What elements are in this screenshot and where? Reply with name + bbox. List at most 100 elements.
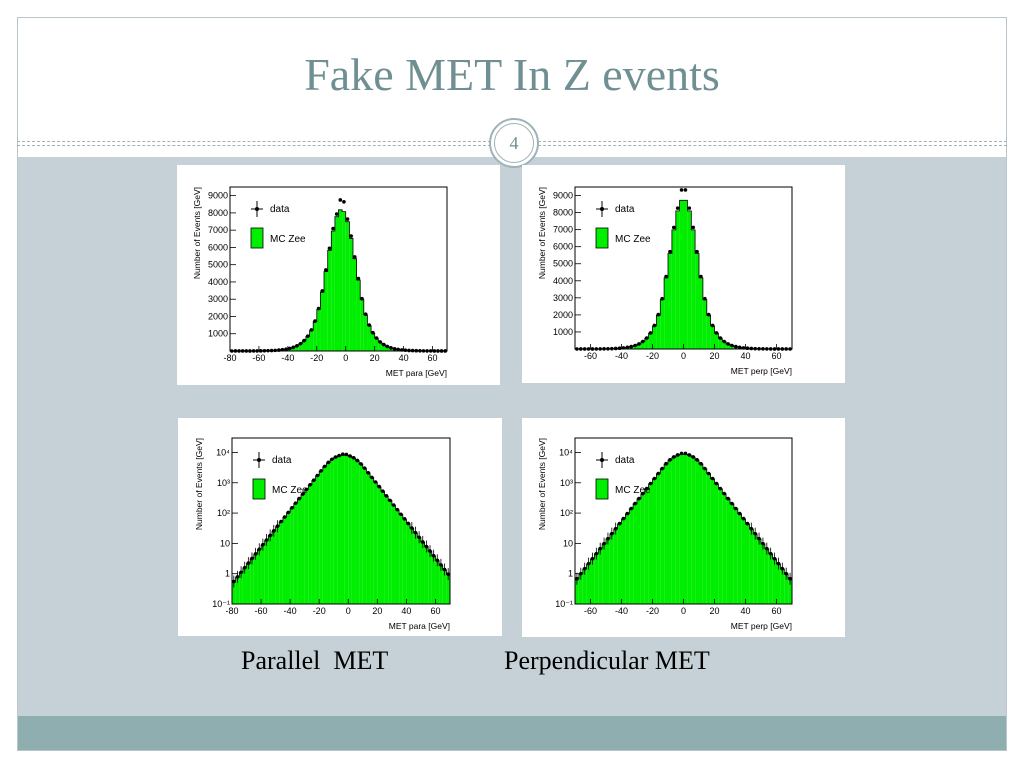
x-tick-label: -60 <box>252 353 265 363</box>
data-point <box>668 249 672 254</box>
data-point <box>293 501 298 505</box>
mc-bar <box>324 271 328 351</box>
mc-bar <box>722 493 727 604</box>
x-tick-label: 20 <box>709 351 719 361</box>
mc-bar <box>679 200 684 349</box>
data-point <box>757 536 761 541</box>
data-point <box>660 466 664 471</box>
data-point <box>668 458 672 462</box>
data-point <box>396 347 400 352</box>
mc-bar <box>351 458 356 604</box>
mc-bar <box>730 503 734 604</box>
data-point <box>710 476 715 481</box>
data-point <box>420 540 425 544</box>
mc-bar <box>298 343 303 351</box>
mc-bar <box>406 523 411 604</box>
mc-bar <box>316 309 321 351</box>
content-area <box>18 157 1006 716</box>
mc-bar <box>424 546 429 604</box>
data-point <box>322 464 327 469</box>
data-point <box>672 225 676 230</box>
mc-bar <box>629 508 634 604</box>
data-point <box>362 466 367 470</box>
data-point <box>295 344 299 348</box>
mc-bar <box>319 471 323 604</box>
chart-panel-para-linear: -80 -60 -40 -20 0 20 40 60 1000 2000 3000 4000 5000 6… <box>177 165 500 385</box>
data-point <box>687 206 692 210</box>
data-point <box>315 473 320 478</box>
mc-bar <box>302 340 306 351</box>
met-para-linear-chart: -80 -60 -40 -20 0 20 40 60 1000 2000 3000 4000 5000 6… <box>192 186 448 378</box>
data-point <box>232 579 236 584</box>
mc-bar <box>264 540 269 604</box>
data-point <box>644 486 649 491</box>
mc-bar <box>602 543 606 604</box>
mc-bar <box>362 468 367 604</box>
data-point <box>341 452 345 457</box>
x-axis-label: MET perp [GeV] <box>731 621 792 631</box>
mc-bar <box>384 496 389 604</box>
mc-bar <box>606 538 610 604</box>
mc-bar <box>718 488 723 604</box>
data-point <box>714 331 719 335</box>
mc-bar <box>633 503 637 604</box>
x-tick-label: -20 <box>313 606 326 616</box>
mc-bar <box>371 333 375 351</box>
chart-panel-para-log: -80 -60 -40 -20 0 20 40 60 10⁻¹ 1 10 10² 10³ 10⁴ MET p… <box>178 418 502 636</box>
mc-bar <box>428 551 432 604</box>
mc-bar <box>355 460 360 604</box>
data-point <box>734 506 738 511</box>
data-point <box>679 188 684 192</box>
mc-bar <box>671 229 676 349</box>
mc-bar <box>745 523 750 604</box>
data-point <box>699 461 703 466</box>
mc-bar <box>373 482 378 604</box>
y-tick-label: 7000 <box>553 225 573 235</box>
footer-bar <box>18 716 1006 750</box>
legend-mc-swatch <box>595 478 609 500</box>
mc-bar <box>757 538 761 604</box>
mc-bar <box>780 568 785 604</box>
mc-bar <box>309 330 314 351</box>
y-tick-label: 10² <box>217 508 230 518</box>
legend-data-label: data <box>615 455 635 466</box>
mc-bar <box>279 521 283 604</box>
data-point <box>788 576 792 581</box>
data-point <box>377 484 381 489</box>
mc-bar <box>706 315 711 349</box>
mc-bar <box>331 231 335 351</box>
data-point <box>629 344 633 349</box>
mc-bar <box>363 314 368 351</box>
data-point <box>388 498 392 503</box>
data-point <box>772 556 777 561</box>
mc-bar <box>308 485 312 604</box>
data-point <box>291 345 296 350</box>
data-point <box>331 226 335 231</box>
data-point <box>356 276 361 281</box>
mc-bar <box>417 537 421 604</box>
data-point <box>714 481 719 486</box>
data-point <box>442 567 447 572</box>
data-point <box>765 546 769 551</box>
legend-mc-label: MC Zee <box>615 234 651 245</box>
x-tick-label: 40 <box>401 606 411 616</box>
x-tick-label: 0 <box>343 353 348 363</box>
data-point <box>385 344 390 349</box>
data-point <box>334 212 339 216</box>
mc-bar <box>695 253 699 349</box>
mc-bar <box>442 569 447 604</box>
data-point <box>338 198 343 202</box>
mc-bar <box>640 341 645 349</box>
x-tick-label: -40 <box>281 353 294 363</box>
mc-bar <box>706 473 711 604</box>
x-axis-label: MET perp [GeV] <box>731 366 792 376</box>
mc-bar <box>598 548 603 604</box>
y-tick-label: 5000 <box>553 259 573 269</box>
y-axis-label: Number of Events [GeV] <box>192 187 202 279</box>
data-point <box>695 249 699 254</box>
data-point <box>319 469 323 473</box>
y-tick-label: 10 <box>220 538 230 548</box>
y-axis-label: Number of Events [GeV] <box>537 187 547 279</box>
data-point <box>598 546 602 551</box>
data-point <box>683 451 688 456</box>
